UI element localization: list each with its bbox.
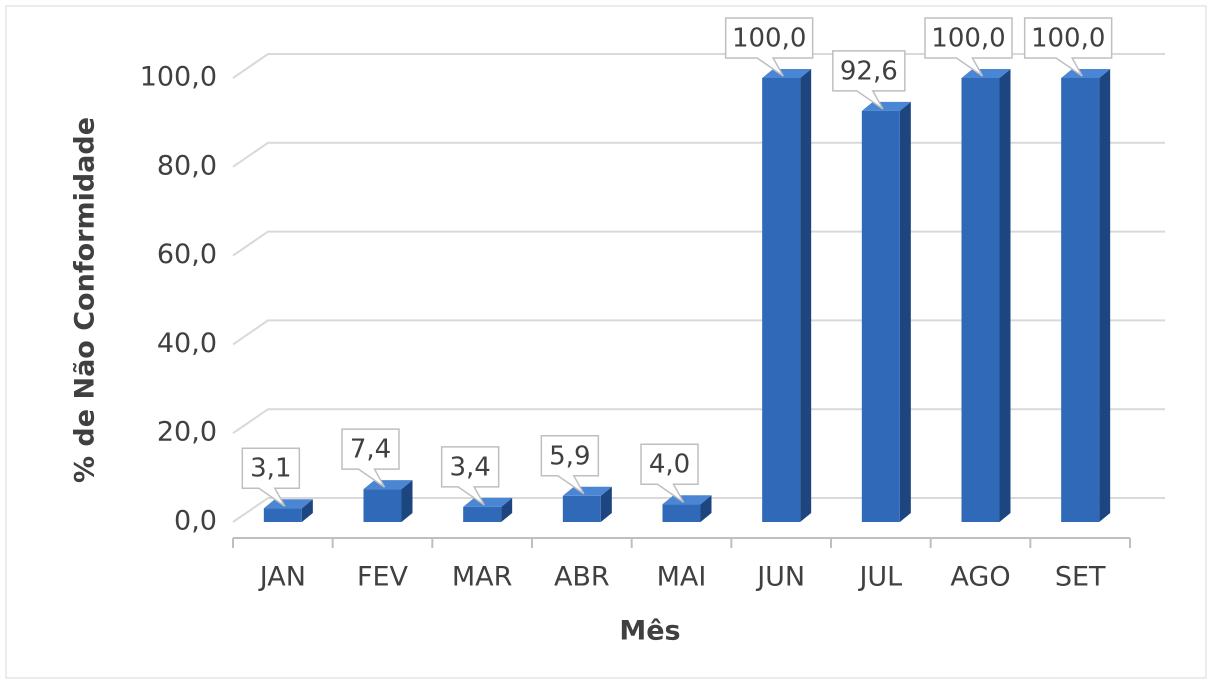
bar — [463, 497, 513, 522]
y-tick-label: 20,0 — [157, 417, 217, 448]
bar-top — [1061, 69, 1111, 78]
bar-front — [961, 78, 1000, 522]
value-label: 100,0 — [732, 24, 806, 54]
bar-top — [762, 69, 812, 78]
bar-top — [263, 499, 313, 509]
value-label: 100,0 — [1031, 24, 1105, 54]
y-tick-label: 40,0 — [157, 328, 217, 359]
bar-front — [1061, 78, 1100, 522]
x-axis-title: Mês — [619, 616, 680, 647]
bar-side — [401, 480, 413, 522]
y-axis-title: % de Não Conformidade — [70, 117, 101, 483]
value-label: 3,4 — [449, 452, 490, 482]
bar-top — [363, 480, 413, 490]
bar-side — [800, 69, 812, 522]
bar-top — [662, 495, 712, 505]
value-label-box — [640, 443, 699, 503]
y-tick-label: 0,0 — [174, 506, 217, 537]
bar-side — [899, 101, 911, 522]
bar-top — [562, 486, 612, 496]
x-tick-label: ABR — [554, 562, 610, 593]
bar — [662, 495, 712, 522]
bar-side — [501, 497, 513, 522]
value-label-box — [924, 17, 1013, 77]
x-tick-label: JUL — [857, 562, 902, 593]
value-label: 92,6 — [840, 56, 898, 86]
x-tick-label: MAI — [657, 562, 707, 593]
bar — [861, 101, 911, 522]
bar-front — [363, 489, 402, 522]
value-label: 5,9 — [549, 441, 590, 471]
bar-front — [463, 506, 502, 522]
bar-front — [861, 110, 900, 522]
y-tick-label: 60,0 — [157, 239, 217, 270]
value-label: 3,1 — [250, 454, 291, 484]
bar — [762, 69, 812, 522]
value-label-box — [440, 446, 500, 506]
bar-side — [1099, 69, 1111, 522]
value-label-box — [341, 428, 400, 488]
value-label: 4,0 — [649, 450, 690, 480]
value-label-box — [832, 50, 906, 110]
y-tick-label: 80,0 — [157, 150, 217, 181]
bar — [263, 499, 313, 522]
bar-top — [463, 497, 513, 507]
x-tick-label: AGO — [950, 562, 1010, 593]
value-label-box — [540, 435, 600, 495]
bar-side — [600, 486, 612, 522]
value-label-box — [724, 17, 814, 77]
bar-front — [562, 495, 601, 522]
bar — [961, 69, 1011, 522]
value-label-box — [241, 447, 301, 507]
bar-front — [662, 504, 701, 522]
x-tick-label: MAR — [452, 562, 513, 593]
x-tick-label: JUN — [755, 562, 805, 593]
bar — [562, 486, 612, 522]
x-tick-label: FEV — [357, 562, 409, 593]
bar-top — [861, 101, 911, 111]
bar-side — [700, 495, 712, 522]
bar-front — [263, 508, 302, 522]
bar-side — [999, 69, 1011, 522]
value-label: 7,4 — [350, 435, 391, 465]
bar-front — [762, 78, 801, 522]
bar-top — [961, 69, 1011, 78]
value-label: 100,0 — [931, 24, 1005, 54]
bar — [1061, 69, 1111, 522]
x-tick-label: SET — [1055, 562, 1106, 593]
bar-side — [301, 499, 313, 522]
bar — [363, 480, 413, 522]
y-tick-label: 100,0 — [140, 62, 217, 93]
value-label-box — [1023, 17, 1113, 77]
x-tick-label: JAN — [258, 562, 306, 593]
